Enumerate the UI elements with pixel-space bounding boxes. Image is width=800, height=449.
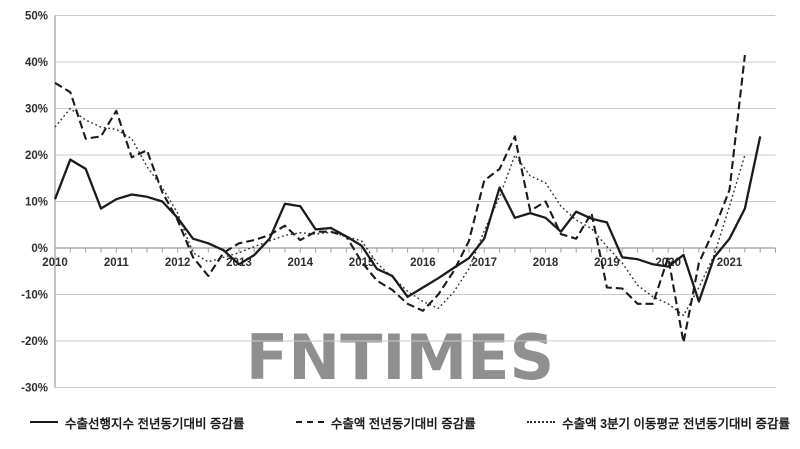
svg-text:2010: 2010 (42, 257, 68, 269)
legend-label: 수출액 3분기 이동평균 전년동기대비 증감률 (562, 416, 790, 431)
legend-label: 수출액 전년동기대비 증감률 (330, 416, 476, 431)
svg-text:-10%: -10% (21, 290, 48, 302)
legend-item-export-leading-index: 수출선행지수 전년동기대비 증감률 (30, 413, 244, 432)
svg-text:30%: 30% (25, 104, 48, 116)
svg-text:2021: 2021 (717, 257, 743, 269)
legend-item-export-moving-average: 수출액 3분기 이동평균 전년동기대비 증감률 (527, 413, 790, 432)
svg-text:2011: 2011 (104, 257, 130, 269)
x-axis-ticks (54, 248, 777, 253)
legend-label: 수출선행지수 전년동기대비 증감률 (65, 416, 245, 431)
svg-text:2012: 2012 (165, 257, 191, 269)
svg-text:2018: 2018 (533, 257, 559, 269)
series-line-dashed (54, 54, 746, 344)
svg-text:10%: 10% (25, 197, 48, 209)
chart-legend: 수출선행지수 전년동기대비 증감률 수출액 전년동기대비 증감률 수출액 3분기… (30, 409, 790, 435)
svg-text:-30%: -30% (21, 383, 48, 395)
legend-item-export-value: 수출액 전년동기대비 증감률 (295, 413, 476, 432)
watermark-logo: FNTIMES (245, 321, 555, 394)
dashed-line-icon (295, 421, 324, 423)
gridlines (55, 15, 776, 388)
svg-text:50%: 50% (25, 11, 48, 23)
svg-text:2016: 2016 (410, 257, 436, 269)
svg-text:40%: 40% (25, 57, 48, 69)
svg-text:2015: 2015 (349, 257, 375, 269)
svg-text:0%: 0% (31, 243, 48, 255)
series-line-solid (53, 136, 762, 303)
series-line-dotted (54, 107, 746, 317)
svg-text:2019: 2019 (594, 257, 620, 269)
svg-text:-20%: -20% (21, 336, 48, 348)
dotted-line-icon (527, 421, 556, 423)
y-axis-labels: 50% 40% 30% 20% 10% 0% -10% -20% -30% (21, 11, 48, 395)
solid-line-icon (30, 421, 58, 423)
x-axis-labels: 2010 2011 2012 2013 2014 2015 2016 2017 2018 2019… (42, 257, 743, 269)
svg-text:20%: 20% (25, 150, 48, 162)
svg-text:2014: 2014 (287, 257, 313, 269)
svg-text:2017: 2017 (471, 257, 497, 269)
